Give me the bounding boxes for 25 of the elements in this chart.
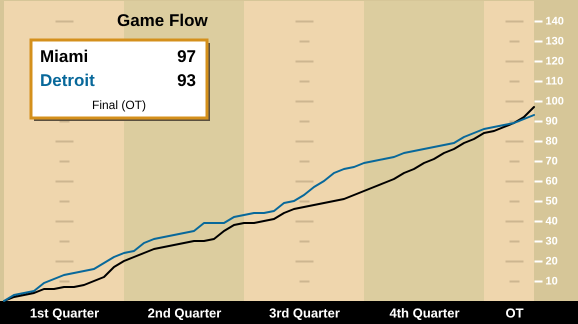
annotation: Final (OT) <box>92 98 146 112</box>
text: Miami <box>40 47 88 66</box>
annotation: 93 <box>177 71 196 90</box>
y-tick-label: 130 <box>546 36 564 48</box>
y-tick-label: 120 <box>546 56 564 68</box>
y-tick-label: 80 <box>546 136 558 148</box>
x-tick-label: 1st Quarter <box>30 306 100 320</box>
y-tick-label: 10 <box>546 276 558 288</box>
y-tick-label: 110 <box>546 76 564 88</box>
x-tick-label: 2nd Quarter <box>148 306 222 320</box>
x-tick-label: OT <box>505 306 524 320</box>
text: Detroit <box>40 71 96 90</box>
x-tick-label: 4th Quarter <box>389 306 460 320</box>
y-tick-label: 100 <box>546 96 564 108</box>
annotation: 97 <box>177 47 196 66</box>
y-tick-label: 20 <box>546 256 558 268</box>
text: Game Flow <box>117 11 208 30</box>
y-tick-label: 90 <box>546 116 558 128</box>
y-tick-label: 140 <box>546 16 564 28</box>
y-tick-label: 60 <box>546 176 558 188</box>
y-tick-label: 40 <box>546 216 558 228</box>
y-tick-label: 50 <box>546 196 558 208</box>
x-tick-label: 3rd Quarter <box>269 306 340 320</box>
y-tick-label: 30 <box>546 236 558 248</box>
y-tick-label: 70 <box>546 156 558 168</box>
